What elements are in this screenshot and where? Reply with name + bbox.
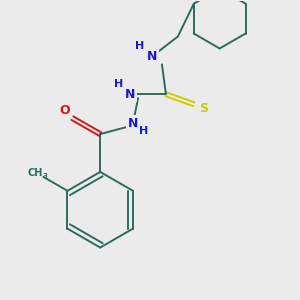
Text: 3: 3 bbox=[43, 173, 48, 179]
Text: N: N bbox=[125, 88, 135, 101]
Text: H: H bbox=[113, 79, 123, 89]
Text: H: H bbox=[140, 126, 149, 136]
Text: N: N bbox=[147, 50, 157, 63]
Text: CH: CH bbox=[28, 168, 43, 178]
Text: H: H bbox=[135, 41, 145, 52]
Text: N: N bbox=[128, 117, 138, 130]
Text: O: O bbox=[59, 104, 70, 117]
Text: S: S bbox=[199, 102, 208, 115]
